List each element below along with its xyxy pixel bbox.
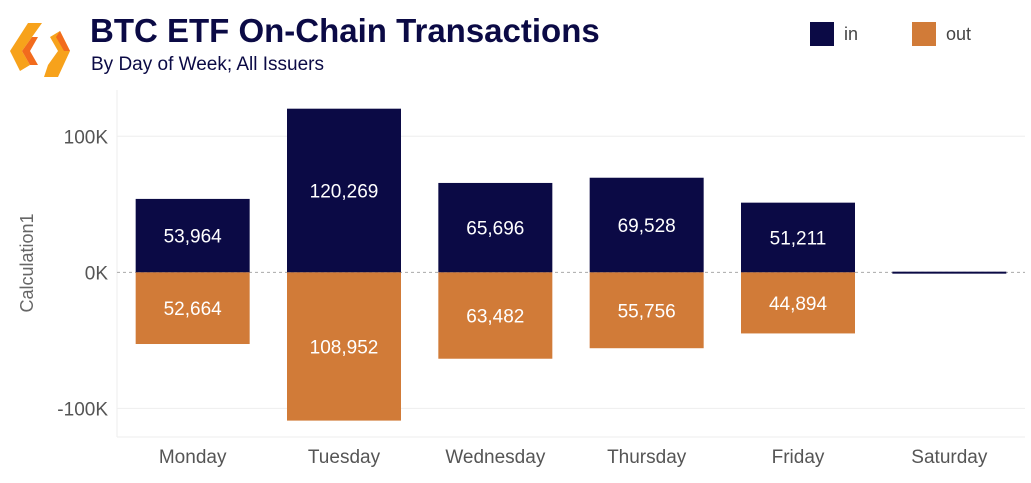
data-label: 65,696: [466, 219, 524, 240]
legend-swatch: [912, 22, 936, 46]
data-label: 53,964: [164, 227, 223, 248]
x-tick-label: Thursday: [607, 447, 687, 468]
data-label: 55,756: [618, 301, 676, 322]
data-label: 120,269: [310, 182, 379, 203]
legend-item-in: in: [810, 22, 858, 46]
chart-title: BTC ETF On-Chain Transactions: [90, 12, 600, 49]
bar-in: [135, 198, 250, 273]
x-tick-label: Saturday: [911, 447, 988, 468]
legend-label: out: [946, 23, 972, 44]
bar-in: [741, 202, 855, 273]
data-label: 108,952: [310, 337, 379, 358]
bar-out: [438, 272, 553, 359]
legend-label: in: [844, 23, 859, 44]
y-tick-label: 0K: [85, 263, 109, 284]
x-tick-label: Friday: [772, 447, 825, 468]
y-tick-label: -100K: [57, 399, 108, 420]
bar-in: [892, 271, 1007, 274]
x-tick-label: Wednesday: [445, 447, 545, 468]
bar-out: [589, 272, 704, 349]
x-tick-label: Tuesday: [308, 447, 381, 468]
bar-out: [287, 272, 401, 421]
data-label: 69,528: [618, 216, 676, 237]
bar-in: [438, 182, 553, 273]
bar-out: [135, 272, 250, 345]
bar-out: [741, 272, 855, 334]
bar-in: [589, 177, 704, 273]
legend-swatch: [810, 22, 834, 46]
y-axis-label: Calculation1: [17, 213, 37, 312]
data-label: 51,211: [770, 229, 827, 250]
y-tick-label: 100K: [64, 127, 109, 148]
bar-in: [287, 108, 401, 273]
chart-subtitle: By Day of Week; All Issuers: [91, 54, 325, 75]
data-label: 44,894: [769, 294, 828, 315]
data-label: 52,664: [164, 299, 223, 320]
x-tick-label: Monday: [159, 447, 227, 468]
legend-item-out: out: [912, 22, 971, 46]
brand-logo: [10, 23, 70, 77]
data-label: 63,482: [466, 307, 524, 328]
